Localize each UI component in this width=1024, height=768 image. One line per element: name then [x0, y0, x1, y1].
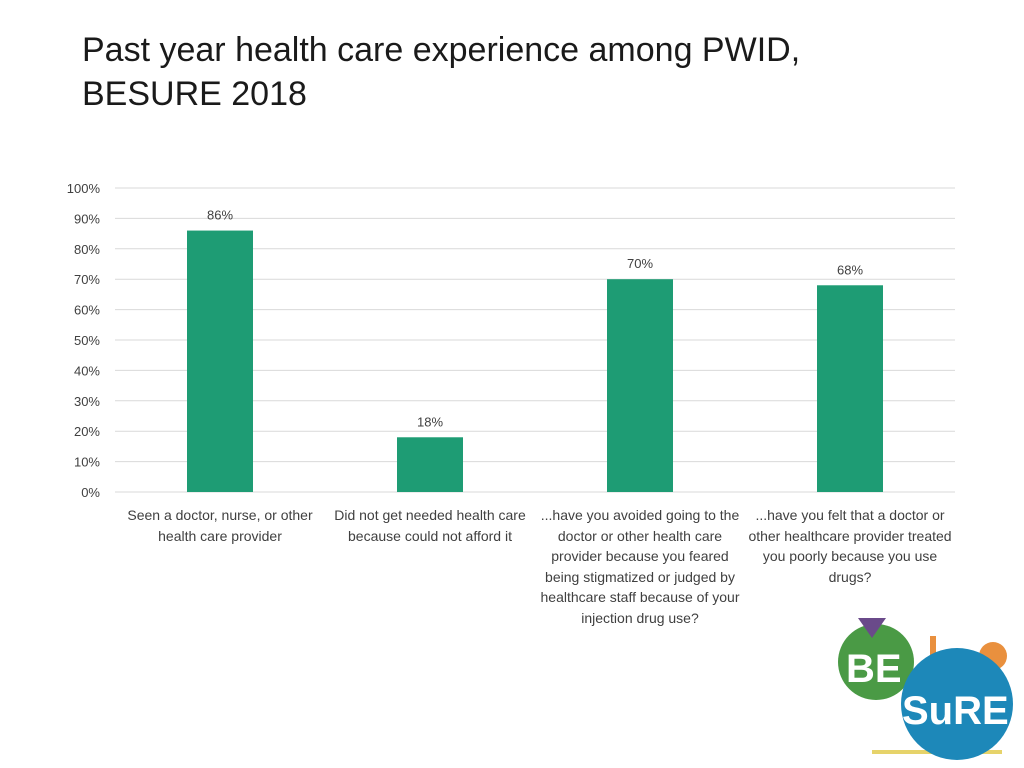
y-tick-label: 50% [74, 333, 100, 348]
y-tick-label: 90% [74, 211, 100, 226]
data-label: 70% [627, 256, 653, 271]
y-tick-label: 20% [74, 424, 100, 439]
slide-title: Past year health care experience among P… [82, 31, 801, 113]
logo-purple-triangle [858, 618, 886, 638]
y-tick-label: 30% [74, 394, 100, 409]
category-label: ...have you felt that a doctor or other … [748, 507, 952, 585]
logo-text-sure: SuRE [902, 689, 1009, 733]
category-label: ...have you avoided going to the doctor … [540, 507, 740, 626]
logo-mark [930, 636, 936, 662]
data-label: 86% [207, 208, 233, 223]
bar [187, 230, 253, 492]
y-tick-label: 60% [74, 303, 100, 318]
gridlines [115, 187, 955, 493]
y-tick-label: 0% [81, 485, 100, 500]
y-tick-label: 80% [74, 242, 100, 257]
bar [817, 285, 883, 492]
besure-logo: BE SuRE [838, 618, 1013, 760]
category-label: Seen a doctor, nurse, or other health ca… [127, 507, 313, 544]
data-label: 68% [837, 262, 863, 277]
bar [397, 437, 463, 492]
y-tick-label: 40% [74, 363, 100, 378]
logo-green-circle [838, 624, 914, 700]
y-tick-label: 10% [74, 455, 100, 470]
category-label: Did not get needed health care because c… [334, 507, 526, 544]
data-labels: 86% 18% 70% 68% [207, 208, 863, 430]
data-label: 18% [417, 414, 443, 429]
logo-blue-circle [901, 648, 1013, 760]
y-tick-label: 70% [74, 272, 100, 287]
y-tick-label: 100% [67, 181, 101, 196]
bars [187, 230, 883, 492]
bar [607, 279, 673, 492]
y-axis-ticks: 0% 10% 20% 30% 40% 50% 60% 70% 80% 90% 100% [67, 181, 101, 500]
logo-text-be: BE [846, 647, 902, 691]
